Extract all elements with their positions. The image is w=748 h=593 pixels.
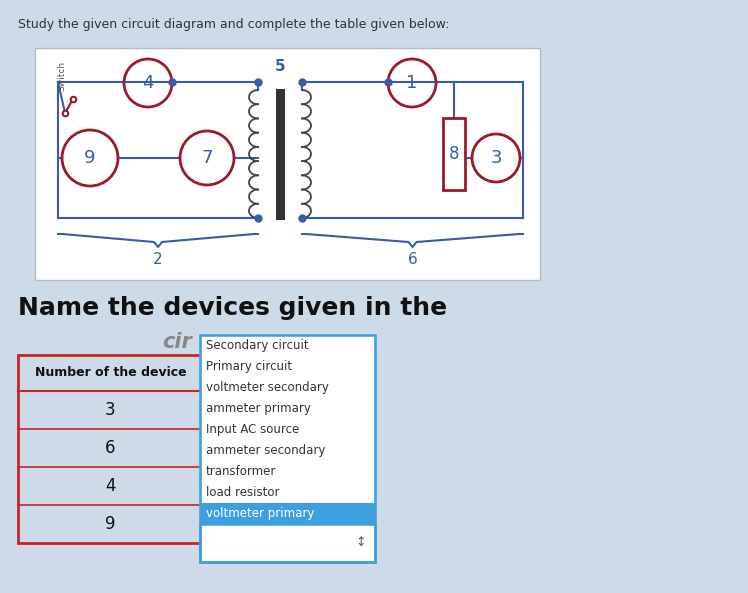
Text: 4: 4 (105, 477, 116, 495)
Text: Input AC source: Input AC source (206, 423, 299, 436)
Text: 6: 6 (408, 252, 417, 267)
Text: ↕: ↕ (356, 537, 367, 550)
Text: transformer: transformer (206, 465, 276, 478)
Text: Secondary circuit: Secondary circuit (206, 339, 309, 352)
FancyBboxPatch shape (35, 48, 540, 280)
Text: ammeter secondary: ammeter secondary (206, 444, 325, 457)
Text: Study the given circuit diagram and complete the table given below:: Study the given circuit diagram and comp… (18, 18, 450, 31)
Bar (200, 524, 375, 562)
Text: Switch: Switch (58, 61, 67, 91)
Text: 7: 7 (201, 149, 212, 167)
Text: voltmeter secondary: voltmeter secondary (206, 381, 329, 394)
Bar (443, 118, 465, 190)
Text: 1: 1 (406, 74, 417, 92)
Text: 9: 9 (105, 515, 116, 533)
Text: ammeter primary: ammeter primary (206, 402, 311, 415)
Text: 9: 9 (85, 149, 96, 167)
Text: 6: 6 (105, 439, 116, 457)
Text: Number of the device: Number of the device (34, 366, 186, 380)
Text: Primary circuit: Primary circuit (206, 360, 292, 373)
Text: 8: 8 (449, 145, 459, 163)
Bar (18, 355, 203, 543)
Text: 3: 3 (490, 149, 502, 167)
Bar (200, 503, 375, 524)
Text: voltmeter primary: voltmeter primary (206, 507, 314, 520)
Text: 3: 3 (105, 401, 116, 419)
Text: 2: 2 (153, 252, 163, 267)
Text: load resistor: load resistor (206, 486, 280, 499)
Bar (200, 335, 375, 562)
Bar (200, 335, 375, 524)
Text: 4: 4 (142, 74, 154, 92)
Text: 5: 5 (275, 59, 285, 74)
Text: Name the devices given in the: Name the devices given in the (18, 296, 447, 320)
Text: cir: cir (162, 332, 191, 352)
